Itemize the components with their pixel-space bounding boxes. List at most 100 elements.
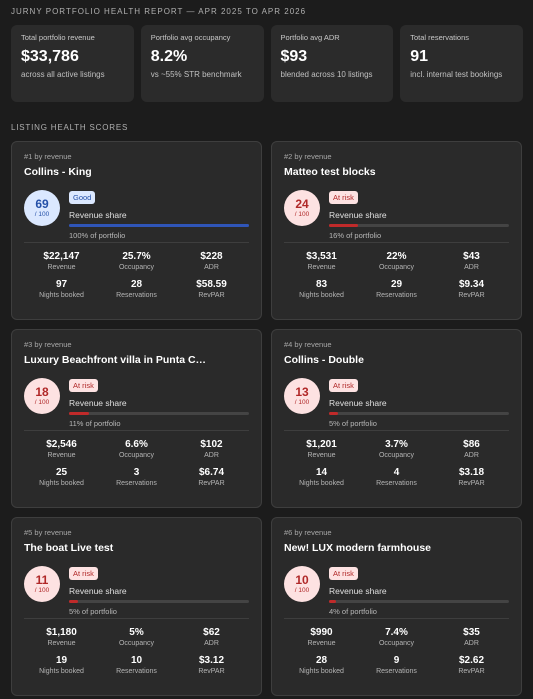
metric-occupancy: 6.6% Occupancy <box>99 439 174 467</box>
metric-nights-booked: 28 Nights booked <box>284 655 359 683</box>
report-title: JURNY PORTFOLIO HEALTH REPORT — APR 2025… <box>11 7 307 16</box>
score-row: 24 / 100 At risk Revenue share 16% of po… <box>284 187 509 240</box>
metric-label: RevPAR <box>458 292 485 299</box>
score-row: 18 / 100 At risk Revenue share 11% of po… <box>24 375 249 428</box>
revenue-share-percent: 4% of portfolio <box>329 607 377 616</box>
revenue-share-block: At risk Revenue share 5% of portfolio <box>329 375 509 428</box>
metric-label: ADR <box>464 452 479 459</box>
health-score-value: 13 <box>295 384 309 399</box>
listing-card[interactable]: #5 by revenue The boat Live test 11 / 10… <box>11 517 262 696</box>
metric-occupancy: 7.4% Occupancy <box>359 627 434 655</box>
divider <box>284 618 509 619</box>
listing-card[interactable]: #6 by revenue New! LUX modern farmhouse … <box>271 517 522 696</box>
listing-rank: #6 by revenue <box>284 528 332 537</box>
listing-card[interactable]: #3 by revenue Luxury Beachfront villa in… <box>11 329 262 508</box>
revenue-share-block: At risk Revenue share 11% of portfolio <box>69 375 249 428</box>
stat-value: 91 <box>410 48 429 65</box>
stat-label: Total portfolio revenue <box>21 33 95 42</box>
revenue-share-bar <box>329 600 509 603</box>
metric-occupancy: 3.7% Occupancy <box>359 439 434 467</box>
revenue-share-percent: 100% of portfolio <box>69 231 126 240</box>
metric-label: ADR <box>464 640 479 647</box>
metric-adr: $86 ADR <box>434 439 509 467</box>
metric-label: Occupancy <box>118 452 155 459</box>
metric-label: Nights booked <box>39 292 84 299</box>
metric-value: 6.6% <box>125 439 148 450</box>
metric-value: 28 <box>315 655 328 666</box>
revenue-share-block: At risk Revenue share 16% of portfolio <box>329 187 509 240</box>
metric-value: 22% <box>386 251 407 262</box>
listing-name: New! LUX modern farmhouse <box>284 542 432 554</box>
revenue-share-label: Revenue share <box>329 586 387 596</box>
metric-revpar: $9.34 RevPAR <box>434 279 509 307</box>
status-badge: At risk <box>69 567 98 580</box>
listing-name: Collins - Double <box>284 354 364 366</box>
stat-card-revenue: Total portfolio revenue $33,786 across a… <box>11 25 134 102</box>
metric-label: Nights booked <box>39 480 84 487</box>
metric-reservations: 28 Reservations <box>99 279 174 307</box>
metric-label: Revenue <box>307 264 336 271</box>
stat-note: across all active listings <box>21 70 105 79</box>
revenue-share-bar <box>69 412 249 415</box>
revenue-share-percent: 5% of portfolio <box>69 607 117 616</box>
listing-card[interactable]: #4 by revenue Collins - Double 13 / 100 … <box>271 329 522 508</box>
stat-label: Portfolio avg occupancy <box>150 33 231 42</box>
health-score-denominator: / 100 <box>294 210 310 218</box>
metric-adr: $228 ADR <box>174 251 249 279</box>
metric-label: Reservations <box>376 292 417 299</box>
metric-label: Nights booked <box>299 480 344 487</box>
status-badge: At risk <box>329 191 358 204</box>
listing-metrics: $22,147 Revenue 25.7% Occupancy $228 ADR… <box>24 251 249 307</box>
metric-reservations: 29 Reservations <box>359 279 434 307</box>
divider <box>24 430 249 431</box>
health-score-denominator: / 100 <box>34 586 50 594</box>
metric-value: 19 <box>55 655 68 666</box>
health-score-value: 10 <box>295 572 309 587</box>
revenue-share-bar-fill <box>69 224 249 227</box>
listing-name: The boat Live test <box>24 542 114 554</box>
metric-label: RevPAR <box>198 668 225 675</box>
metric-label: Nights booked <box>299 292 344 299</box>
revenue-share-bar <box>329 412 509 415</box>
revenue-share-label: Revenue share <box>69 586 127 596</box>
metric-value: $102 <box>200 439 223 450</box>
revenue-share-bar-fill <box>69 600 78 603</box>
listing-card[interactable]: #2 by revenue Matteo test blocks 24 / 10… <box>271 141 522 320</box>
metric-label: Revenue <box>307 640 336 647</box>
metric-value: $22,147 <box>43 251 80 262</box>
metric-value: 14 <box>315 467 328 478</box>
metric-label: Reservations <box>116 292 157 299</box>
metric-label: RevPAR <box>458 668 485 675</box>
metric-label: Revenue <box>307 452 336 459</box>
stat-note: incl. internal test bookings <box>410 70 503 79</box>
listing-metrics: $1,180 Revenue 5% Occupancy $62 ADR 19 N… <box>24 627 249 683</box>
stat-card-reservations: Total reservations 91 incl. internal tes… <box>400 25 523 102</box>
metric-label: Occupancy <box>118 264 155 271</box>
metric-value: $2,546 <box>46 439 77 450</box>
metric-value: 29 <box>390 279 403 290</box>
health-score-value: 69 <box>35 196 49 211</box>
metric-reservations: 9 Reservations <box>359 655 434 683</box>
metric-value: 4 <box>393 467 400 478</box>
revenue-share-bar-fill <box>329 412 338 415</box>
metric-value: $62 <box>203 627 220 638</box>
health-score-value: 18 <box>35 384 49 399</box>
metric-nights-booked: 83 Nights booked <box>284 279 359 307</box>
stat-label: Portfolio avg ADR <box>280 33 340 42</box>
health-score-circle: 69 / 100 <box>24 190 60 226</box>
metric-label: RevPAR <box>198 292 225 299</box>
metric-value: $58.59 <box>196 279 227 290</box>
metric-value: $228 <box>200 251 223 262</box>
metric-label: Revenue <box>47 452 76 459</box>
metric-nights-booked: 19 Nights booked <box>24 655 99 683</box>
metric-nights-booked: 97 Nights booked <box>24 279 99 307</box>
stat-note: blended across 10 listings <box>280 70 373 79</box>
listing-metrics: $990 Revenue 7.4% Occupancy $35 ADR 28 N… <box>284 627 509 683</box>
listing-card[interactable]: #1 by revenue Collins - King 69 / 100 Go… <box>11 141 262 320</box>
listing-metrics: $1,201 Revenue 3.7% Occupancy $86 ADR 14… <box>284 439 509 495</box>
metric-label: Reservations <box>116 480 157 487</box>
status-badge: Good <box>69 191 96 204</box>
score-row: 10 / 100 At risk Revenue share 4% of por… <box>284 563 509 616</box>
metric-value: 25 <box>55 467 68 478</box>
metric-value: 5% <box>129 627 144 638</box>
